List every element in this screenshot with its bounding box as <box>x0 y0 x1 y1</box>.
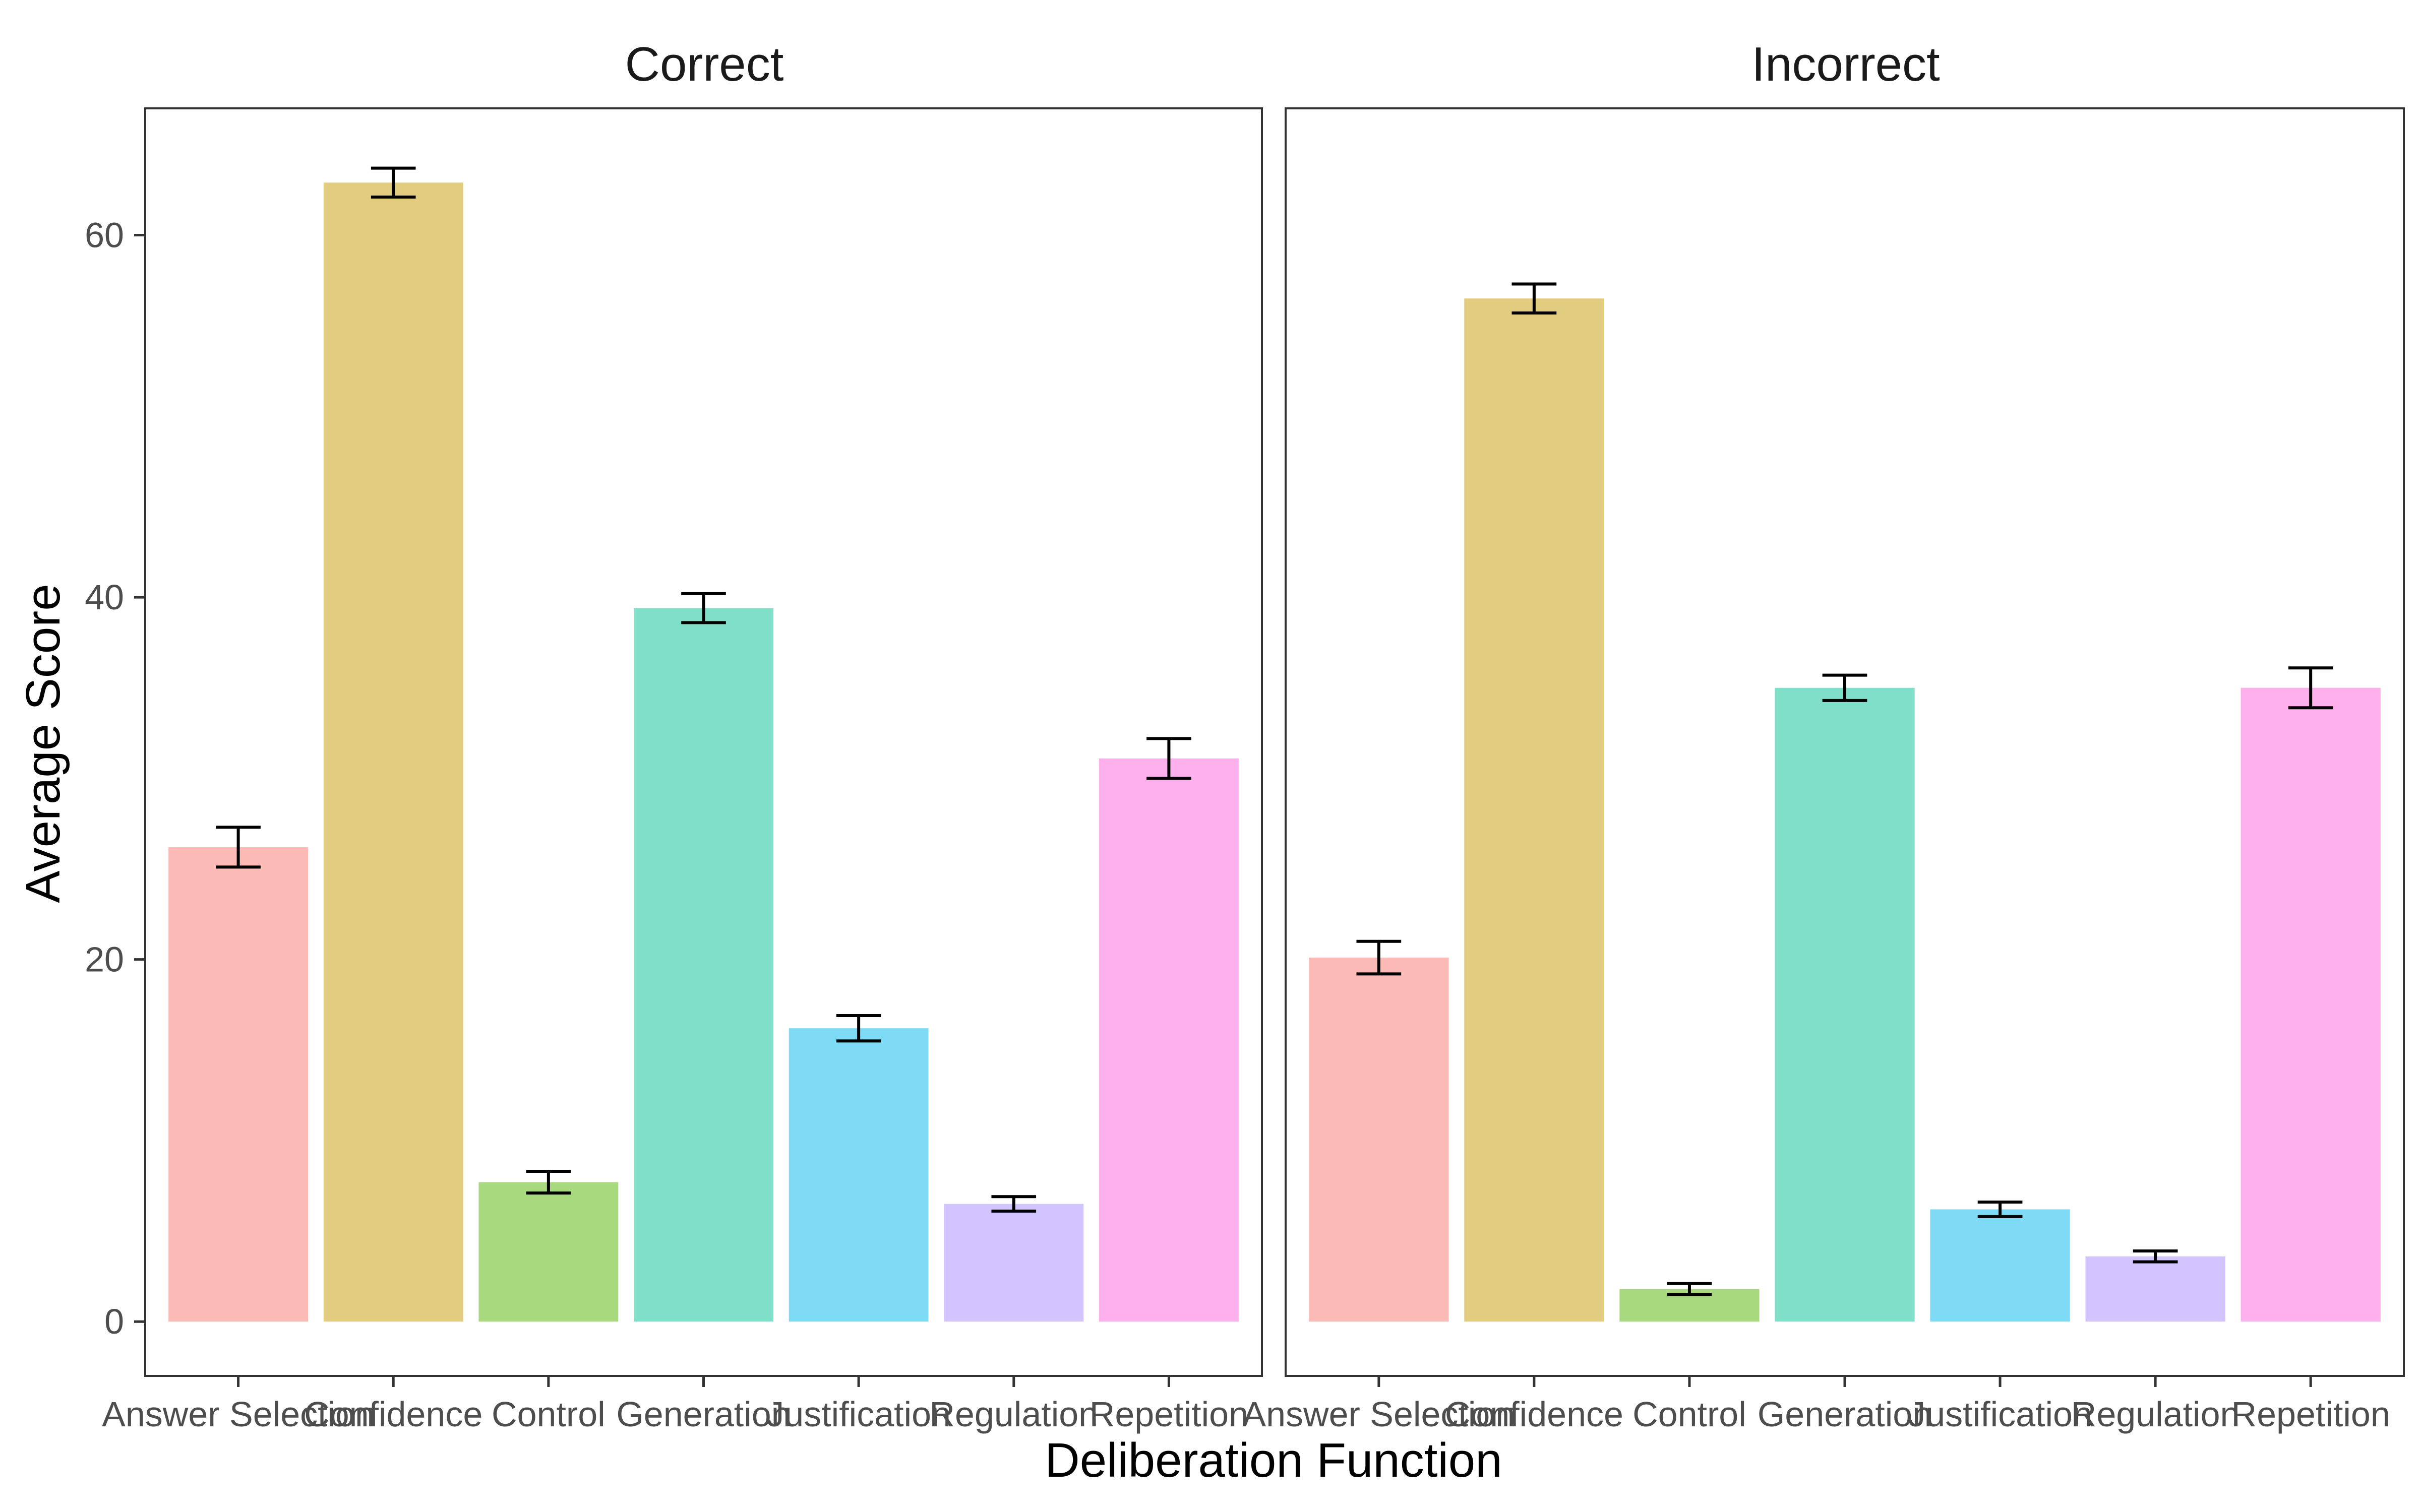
x-tick-label-repetition: Repetition <box>1090 1395 1248 1434</box>
error-bar-answer-selection <box>216 826 261 869</box>
y-axis-title: Average Score <box>16 584 70 903</box>
x-axis-title: Deliberation Function <box>1045 1433 1502 1487</box>
error-bar-confidence <box>1511 282 1557 314</box>
bar-repetition <box>2241 687 2381 1322</box>
x-tick-label-control: Control <box>1632 1395 1746 1434</box>
error-bar-regulation <box>2133 1249 2178 1264</box>
x-tick-label-justification: Justification <box>766 1395 951 1434</box>
x-tick-label-answer-selection: Answer Selection <box>102 1395 375 1434</box>
bar-justification <box>789 1028 929 1322</box>
x-tick-label-confidence: Confidence <box>304 1395 482 1434</box>
error-bar-control <box>1667 1282 1712 1296</box>
bar-confidence <box>323 182 463 1322</box>
y-tick-label-20: 20 <box>85 940 124 979</box>
x-tick-label-regulation: Regulation <box>2071 1395 2240 1434</box>
bar-control <box>478 1182 619 1322</box>
bar-justification <box>1930 1209 2070 1322</box>
error-bar-justification <box>836 1014 881 1043</box>
bar-repetition <box>1099 758 1239 1322</box>
error-bar-justification <box>1977 1201 2023 1218</box>
bar-confidence <box>1464 298 1604 1322</box>
y-tick-label-60: 60 <box>85 216 124 255</box>
x-tick-label-regulation: Regulation <box>929 1395 1098 1434</box>
error-bar-confidence <box>371 166 416 199</box>
panel-title-incorrect: Incorrect <box>1751 37 1940 91</box>
error-bar-control <box>526 1170 571 1195</box>
x-tick-label-justification: Justification <box>1908 1395 2092 1434</box>
x-tick-label-repetition: Repetition <box>2231 1395 2390 1434</box>
bar-answer-selection <box>168 847 309 1322</box>
x-tick-label-control: Control <box>492 1395 606 1434</box>
x-tick-label-generation: Generation <box>1758 1395 1932 1434</box>
bar-regulation <box>944 1204 1084 1322</box>
x-tick-label-generation: Generation <box>616 1395 791 1434</box>
bar-generation <box>1775 687 1915 1322</box>
bar-regulation <box>2085 1256 2225 1322</box>
y-tick-label-40: 40 <box>85 578 124 617</box>
error-bar-generation <box>681 592 726 624</box>
error-bar-repetition <box>1146 737 1191 780</box>
x-tick-label-answer-selection: Answer Selection <box>1242 1395 1515 1434</box>
error-bar-regulation <box>991 1195 1037 1213</box>
bar-answer-selection <box>1309 958 1449 1322</box>
y-tick-label-0: 0 <box>104 1302 124 1341</box>
x-tick-label-confidence: Confidence <box>1445 1395 1623 1434</box>
error-bar-repetition <box>2288 666 2333 710</box>
y-axis: 0 20 40 60 <box>85 216 145 1341</box>
error-bar-generation <box>1822 673 1867 702</box>
error-bar-answer-selection <box>1356 939 1402 976</box>
panel-title-correct: Correct <box>625 37 784 91</box>
bar-generation <box>634 608 773 1322</box>
